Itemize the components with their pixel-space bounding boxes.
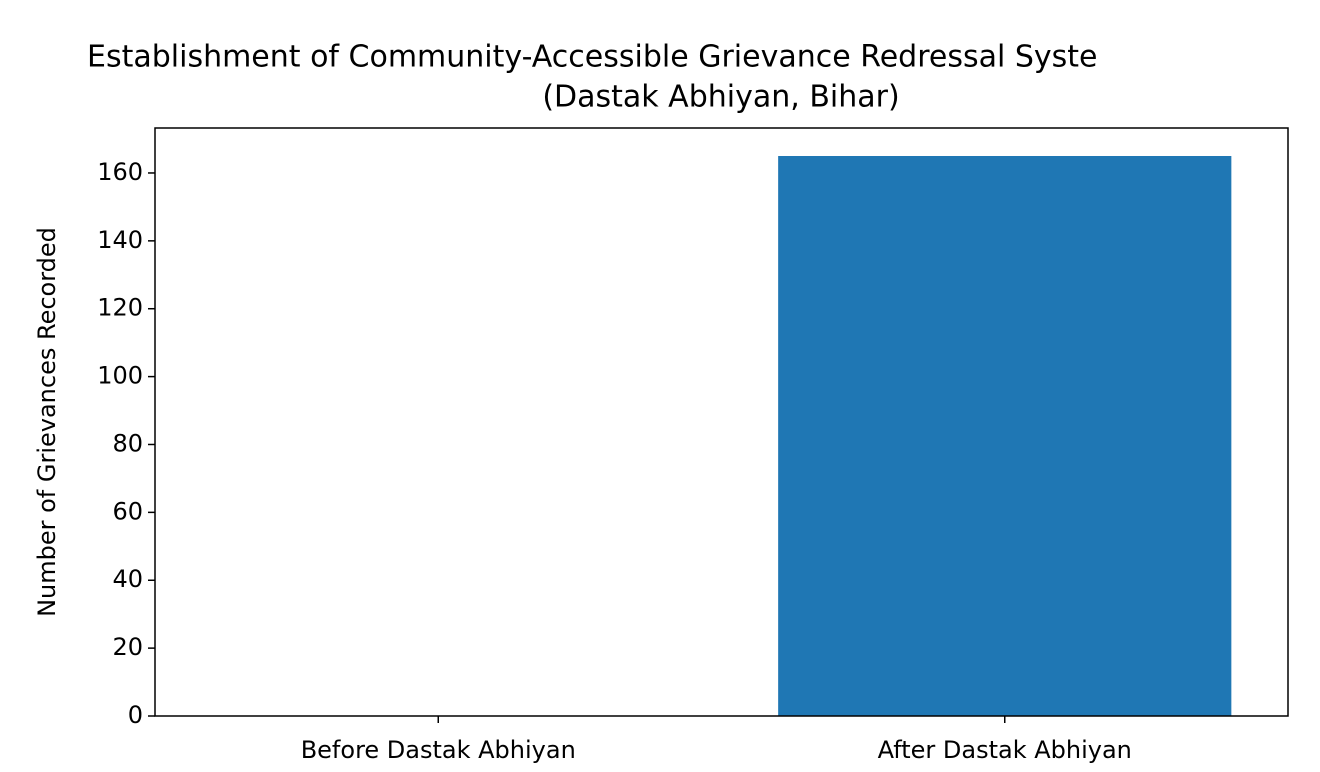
chart-subtitle: (Dastak Abhiyan, Bihar) [542, 80, 899, 115]
x-tick-label: After Dastak Abhiyan [878, 736, 1132, 764]
y-tick-label: 40 [112, 565, 143, 593]
x-tick-label: Before Dastak Abhiyan [301, 736, 576, 764]
y-tick-label: 100 [97, 362, 143, 390]
y-axis-label: Number of Grievances Recorded [33, 227, 61, 617]
chart-title: Establishment of Community-Accessible Gr… [87, 40, 1098, 75]
y-tick-label: 160 [97, 158, 143, 186]
plot-frame [154, 127, 1289, 717]
y-tick-label: 80 [112, 429, 143, 457]
y-tick-label: 140 [97, 226, 143, 254]
y-tick-label: 0 [128, 701, 143, 729]
y-tick-label: 120 [97, 294, 143, 322]
y-tick-label: 60 [112, 497, 143, 525]
y-tick-label: 20 [112, 633, 143, 661]
bar [778, 156, 1232, 716]
